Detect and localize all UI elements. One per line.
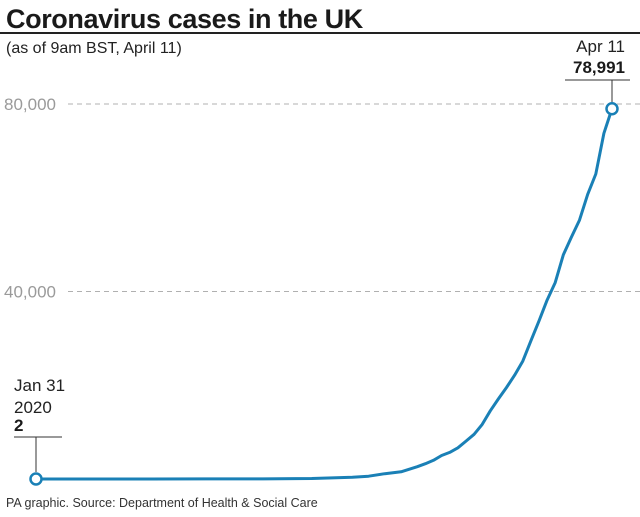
start-date-label: Jan 31 xyxy=(14,376,65,395)
chart-subtitle: (as of 9am BST, April 11) xyxy=(6,40,182,57)
start-year-label: 2020 xyxy=(14,398,52,417)
y-tick-label: 40,000 xyxy=(4,283,56,302)
chart-title: Coronavirus cases in the UK xyxy=(6,4,363,34)
end-point-marker xyxy=(605,101,619,116)
end-annotation: Apr 11 78,991 xyxy=(565,37,630,102)
end-value-label: 78,991 xyxy=(573,58,625,77)
source-note: PA graphic. Source: Department of Health… xyxy=(6,496,318,510)
start-point-marker xyxy=(29,472,43,486)
grid-lines xyxy=(68,103,640,292)
cases-line xyxy=(34,107,614,481)
series-group xyxy=(29,101,619,486)
y-tick-labels: 40,000 80,000 xyxy=(4,95,56,302)
end-date-label: Apr 11 xyxy=(576,37,625,56)
y-tick-label: 80,000 xyxy=(4,95,56,114)
title-rule xyxy=(0,32,640,34)
start-value-label: 2 xyxy=(14,416,23,435)
start-annotation: Jan 31 2020 2 xyxy=(14,376,65,472)
